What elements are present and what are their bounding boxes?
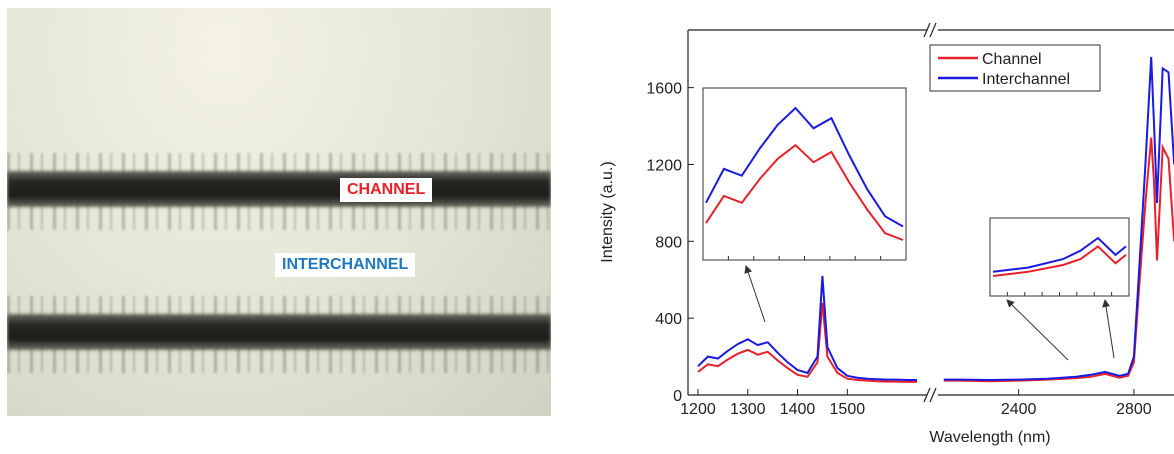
series-line (697, 275, 917, 381)
x-tick-label: 1200 (680, 401, 716, 418)
y-axis-label: Intensity (a.u.) (599, 161, 616, 262)
channel-band (7, 314, 551, 350)
axis-break (923, 22, 931, 38)
y-tick-label: 1200 (646, 157, 682, 174)
inset-frame (702, 87, 907, 261)
x-tick-label: 2800 (1116, 401, 1152, 418)
inset-frame (989, 217, 1130, 297)
x-tick-label: 1300 (730, 401, 766, 418)
y-tick-label: 1600 (646, 81, 682, 98)
photo-label: INTERCHANNEL (275, 253, 416, 277)
x-tick-label: 1500 (830, 401, 866, 418)
axis-break (923, 387, 931, 403)
inset-arrow (1102, 299, 1115, 359)
photo-label: CHANNEL (340, 178, 433, 202)
channel-edge (7, 347, 551, 373)
inset-line (705, 106, 904, 228)
legend-label: Interchannel (982, 71, 1070, 88)
inset-line (992, 236, 1127, 273)
micrograph: CHANNEL INTERCHANNEL (7, 8, 551, 416)
inset-line (992, 245, 1127, 277)
y-tick-label: 800 (655, 234, 682, 251)
channel-band (7, 171, 551, 207)
x-tick-label: 2400 (1001, 401, 1037, 418)
series-line (697, 302, 917, 383)
legend-label: Channel (982, 51, 1042, 68)
inset-arrow (1006, 299, 1069, 361)
series-line (943, 56, 1174, 382)
axis-break (929, 387, 937, 403)
channel-edge (7, 204, 551, 230)
inset-line (705, 143, 904, 241)
legend: Channel Interchannel (929, 44, 1101, 92)
x-tick-label: 1400 (780, 401, 816, 418)
y-tick-label: 0 (673, 388, 682, 405)
inset-arrow (744, 265, 766, 323)
legend-frame (929, 44, 1101, 92)
x-axis-label: Wavelength (nm) (929, 429, 1050, 446)
axis-break (929, 22, 937, 38)
y-tick-label: 400 (655, 311, 682, 328)
